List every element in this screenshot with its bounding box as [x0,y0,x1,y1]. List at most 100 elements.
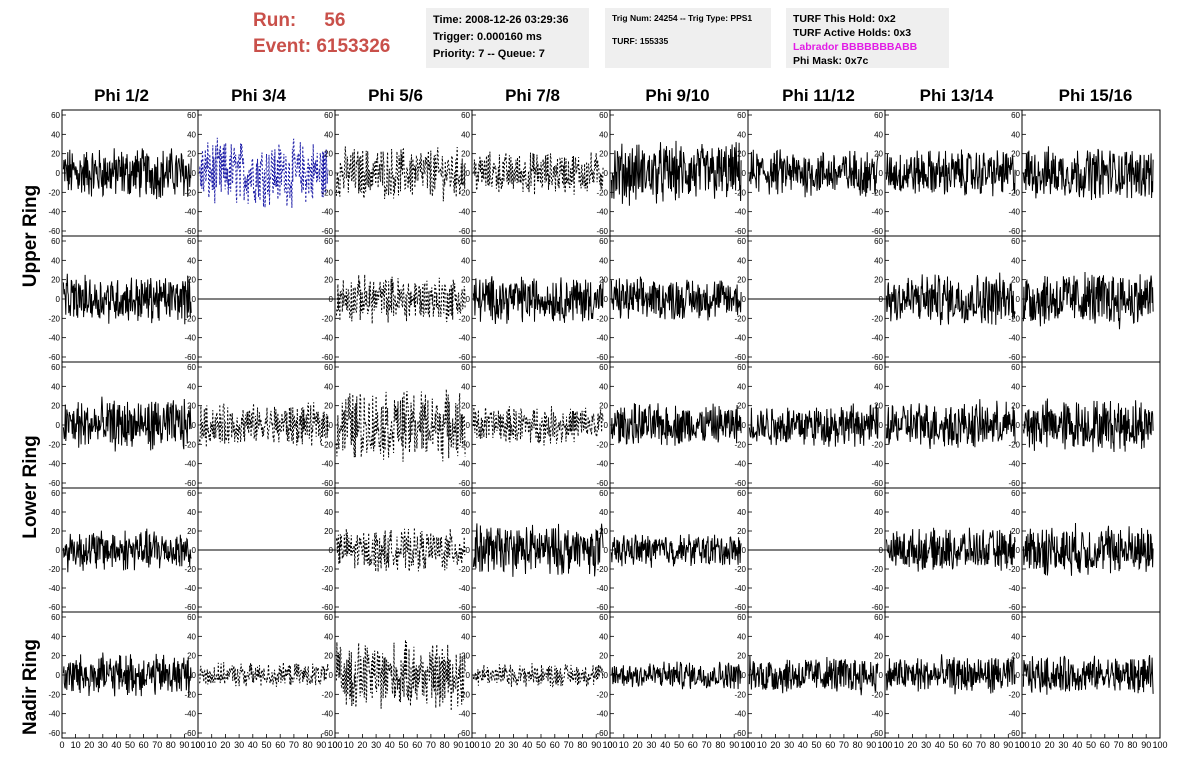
y-tick-label: 20 [324,652,333,661]
x-tick-label: 70 [152,740,162,750]
y-tick-label: 40 [599,632,608,641]
x-tick-label: 100 [1152,740,1167,750]
y-tick-label: 40 [51,508,60,517]
y-tick-label: -20 [184,314,196,323]
waveform-trace [335,146,466,202]
y-tick-label: -40 [458,334,470,343]
waveform-trace [1022,655,1154,695]
y-tick-label: -40 [48,710,60,719]
x-tick-label: 90 [1003,740,1013,750]
waveform-trace [472,406,604,446]
y-tick-label: -60 [48,353,60,362]
y-tick-label: -60 [458,729,470,738]
y-tick-label: 60 [324,489,333,498]
y-tick-label: -60 [1008,227,1020,236]
y-tick-label: -60 [184,729,196,738]
labrador-text: Labrador BBBBBBBABB [793,41,918,53]
y-tick-label: 60 [599,111,608,120]
y-tick-label: -20 [596,440,608,449]
y-tick-label: 60 [599,613,608,622]
y-tick-label: -20 [871,565,883,574]
y-tick-label: 0 [466,671,471,680]
y-tick-label: 0 [1016,421,1021,430]
x-tick-label: 30 [1058,740,1068,750]
y-tick-label: -40 [458,710,470,719]
y-tick-label: 20 [187,527,196,536]
x-tick-label: 90 [316,740,326,750]
y-tick-label: -20 [596,690,608,699]
x-tick-label: 30 [508,740,518,750]
x-tick-label: 20 [84,740,94,750]
y-tick-label: -60 [596,603,608,612]
x-tick-label: 0 [1019,740,1024,750]
y-tick-label: -40 [871,334,883,343]
y-tick-label: -60 [458,353,470,362]
y-tick-label: -60 [321,603,333,612]
waveform-trace [748,655,879,696]
y-tick-label: 20 [324,150,333,159]
y-tick-label: -40 [458,460,470,469]
y-tick-label: 20 [1011,527,1020,536]
y-tick-label: -40 [48,208,60,217]
y-tick-label: 0 [192,169,197,178]
y-tick-label: 0 [1016,295,1021,304]
y-tick-label: -60 [871,729,883,738]
waveform-trace [472,523,604,577]
y-tick-label: 0 [329,671,334,680]
y-tick-label: 40 [1011,508,1020,517]
y-tick-label: -40 [1008,208,1020,217]
y-tick-label: 40 [461,632,470,641]
panel-frame [471,361,611,489]
y-tick-label: 0 [192,671,197,680]
y-tick-label: 20 [1011,150,1020,159]
y-tick-label: -60 [184,603,196,612]
y-tick-label: -60 [48,479,60,488]
y-tick-label: -20 [596,314,608,323]
y-tick-label: 60 [1011,111,1020,120]
y-tick-label: -20 [1008,440,1020,449]
x-tick-label: 50 [398,740,408,750]
waveform-trace [885,272,1016,326]
y-tick-label: 40 [737,130,746,139]
y-tick-label: 20 [599,652,608,661]
y-tick-label: -20 [734,565,746,574]
waveform-trace [62,273,192,325]
y-tick-label: 60 [51,111,60,120]
y-tick-label: 20 [737,402,746,411]
x-tick-label: 80 [166,740,176,750]
y-tick-label: 20 [461,150,470,159]
y-tick-label: 40 [1011,256,1020,265]
x-tick-label: 90 [179,740,189,750]
x-tick-label: 60 [412,740,422,750]
x-tick-label: 60 [1100,740,1110,750]
y-tick-label: -60 [184,227,196,236]
y-tick-label: -20 [871,314,883,323]
y-tick-label: 60 [461,613,470,622]
y-tick-label: 60 [874,111,883,120]
x-tick-label: 90 [1141,740,1151,750]
y-tick-label: -40 [321,710,333,719]
x-tick-label: 10 [894,740,904,750]
x-tick-label: 50 [811,740,821,750]
y-tick-label: -40 [871,584,883,593]
y-tick-label: -60 [458,479,470,488]
x-tick-label: 40 [660,740,670,750]
run-event-box: Run: 56 Event: 6153326 [253,8,390,60]
y-tick-label: 0 [742,421,747,430]
y-tick-label: 0 [466,546,471,555]
y-tick-label: -40 [596,710,608,719]
x-tick-label: 70 [839,740,849,750]
event-value: 6153326 [316,36,391,57]
y-tick-label: -20 [458,314,470,323]
y-tick-label: -20 [48,314,60,323]
y-tick-label: -60 [321,729,333,738]
x-tick-label: 20 [220,740,230,750]
y-tick-label: 60 [599,237,608,246]
y-tick-label: -20 [734,188,746,197]
y-tick-label: -40 [1008,710,1020,719]
y-tick-label: 40 [737,256,746,265]
waveform-trace [335,389,466,462]
x-tick-label: 70 [564,740,574,750]
y-tick-label: -60 [734,353,746,362]
x-tick-label: 50 [674,740,684,750]
